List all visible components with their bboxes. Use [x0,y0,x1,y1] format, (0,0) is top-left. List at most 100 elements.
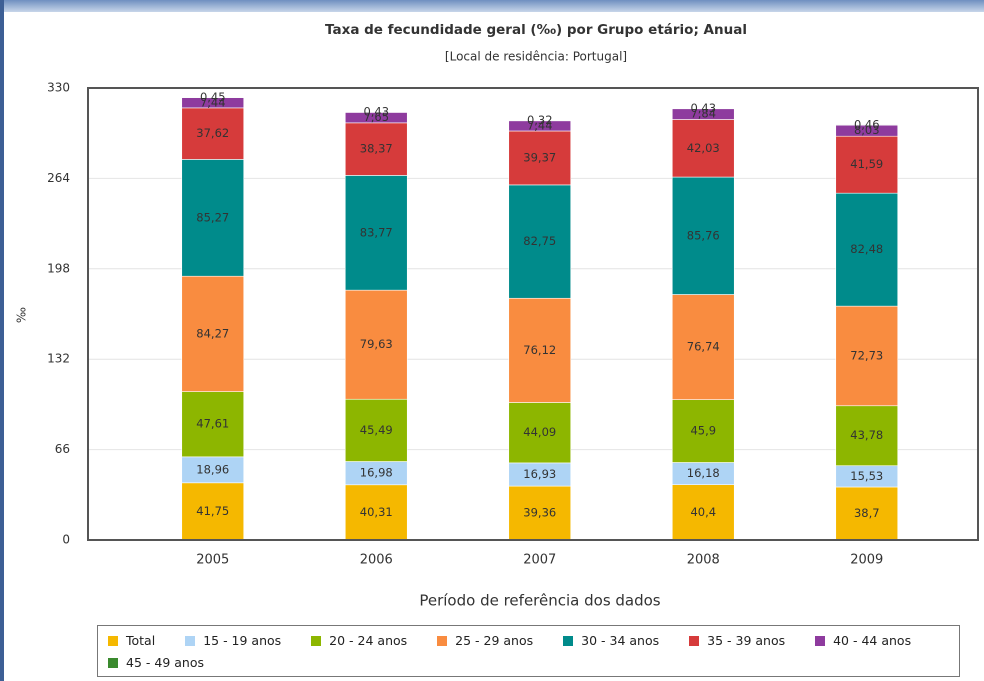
data-label: 42,03 [687,141,720,155]
bar-segment [344,484,408,541]
data-label: 16,98 [360,466,393,480]
x-axis-title: Período de referência dos dados [419,592,660,610]
legend-label: 45 - 49 anos [126,655,204,670]
bar-segment [835,486,899,541]
data-label: 7,84 [690,107,716,121]
data-label: 85,27 [196,210,229,224]
data-label: 7,44 [527,118,553,132]
bar-segment [835,192,899,307]
top-strip [0,0,984,12]
legend-swatch [689,636,700,646]
data-label: 44,09 [523,425,556,439]
data-label: 43,78 [850,428,883,442]
x-tick-label: 2008 [687,553,720,568]
bar-segment [671,107,735,110]
legend-label: Total [126,633,156,648]
legend-label: 30 - 34 anos [581,633,660,648]
bar-segment [344,111,408,113]
legend-swatch [815,636,826,646]
legend-label: 35 - 39 anos [707,633,786,648]
bar-segment [181,107,245,160]
data-label: 0,32 [527,113,553,127]
left-border [0,0,4,681]
data-label: 39,36 [523,506,556,520]
plot-frame [87,87,979,541]
bar-segment [508,402,572,464]
y-tick-label: 132 [47,352,70,366]
data-label: 82,75 [523,234,556,248]
legend-swatch [563,636,574,646]
chart-subtitle: [Local de residência: Portugal] [445,50,627,64]
legend-item: 15 - 19 anos [185,633,281,648]
y-tick-label: 198 [47,261,70,275]
legend-item: 45 - 49 anos [108,655,204,670]
bar-segment [344,122,408,176]
y-tick-label: 264 [47,171,70,185]
data-label: 41,75 [196,504,229,518]
bar-segment [671,399,735,463]
y-tick-label: 0 [62,533,70,547]
bar-segment [671,176,735,295]
bar-segment [508,130,572,186]
data-label: 16,93 [523,467,556,481]
data-label: 79,63 [360,337,393,351]
legend-swatch [108,658,118,668]
data-label: 76,12 [523,343,556,357]
data-label: 40,4 [690,505,716,519]
legend-swatch [185,636,196,646]
data-label: 39,37 [523,150,556,164]
legend-item: 30 - 34 anos [563,633,659,648]
bar-segment [671,484,735,541]
y-tick-label: 66 [55,442,70,456]
data-label: 84,27 [196,326,229,340]
legend-swatch [108,636,118,646]
legend-label: 25 - 29 anos [455,633,534,648]
data-label: 0,45 [200,90,226,104]
legend-item: 40 - 44 anos [815,633,911,648]
data-label: 82,48 [850,242,883,256]
bar-segment [835,305,899,407]
bar-segment [835,135,899,194]
data-label: 76,74 [687,340,720,354]
data-label: 0,43 [690,101,716,115]
bar-segment [181,456,245,484]
data-label: 18,96 [196,462,229,476]
bar-segment [181,159,245,277]
bar-segment [508,485,572,541]
x-tick-label: 2006 [360,553,393,568]
data-label: 0,46 [854,117,880,131]
data-label: 41,59 [850,157,883,171]
bar-segment [835,124,899,126]
data-label: 72,73 [850,348,883,362]
y-axis-title: ‰ [15,307,29,323]
data-label: 0,43 [363,105,389,119]
legend: Total 15 - 19 anos 20 - 24 anos 25 - 29 … [97,625,960,677]
bar-segment [671,119,735,178]
bar-segment [344,398,408,462]
data-label: 37,62 [196,126,229,140]
legend-item: 20 - 24 anos [311,633,407,648]
x-tick-label: 2007 [523,553,556,568]
bar-segment [344,175,408,291]
legend-swatch [437,636,448,646]
y-tick-label: 330 [47,81,70,95]
bar-segment [181,96,245,98]
bar-segment [508,297,572,403]
data-label: 47,61 [196,417,229,431]
data-label: 45,49 [360,423,393,437]
data-label: 38,37 [360,142,393,156]
legend-label: 20 - 24 anos [329,633,408,648]
legend-label: 40 - 44 anos [833,633,912,648]
bar-segment [671,294,735,400]
data-label: 7,65 [363,110,389,124]
data-label: 7,44 [200,95,226,109]
chart-title: Taxa de fecundidade geral (‰) por Grupo … [325,22,747,38]
data-label: 15,53 [850,469,883,483]
x-tick-label: 2009 [850,553,883,568]
legend-label: 15 - 19 anos [203,633,282,648]
legend-item: Total [108,633,155,648]
data-label: 38,7 [854,506,880,520]
bar-segment [835,405,899,467]
